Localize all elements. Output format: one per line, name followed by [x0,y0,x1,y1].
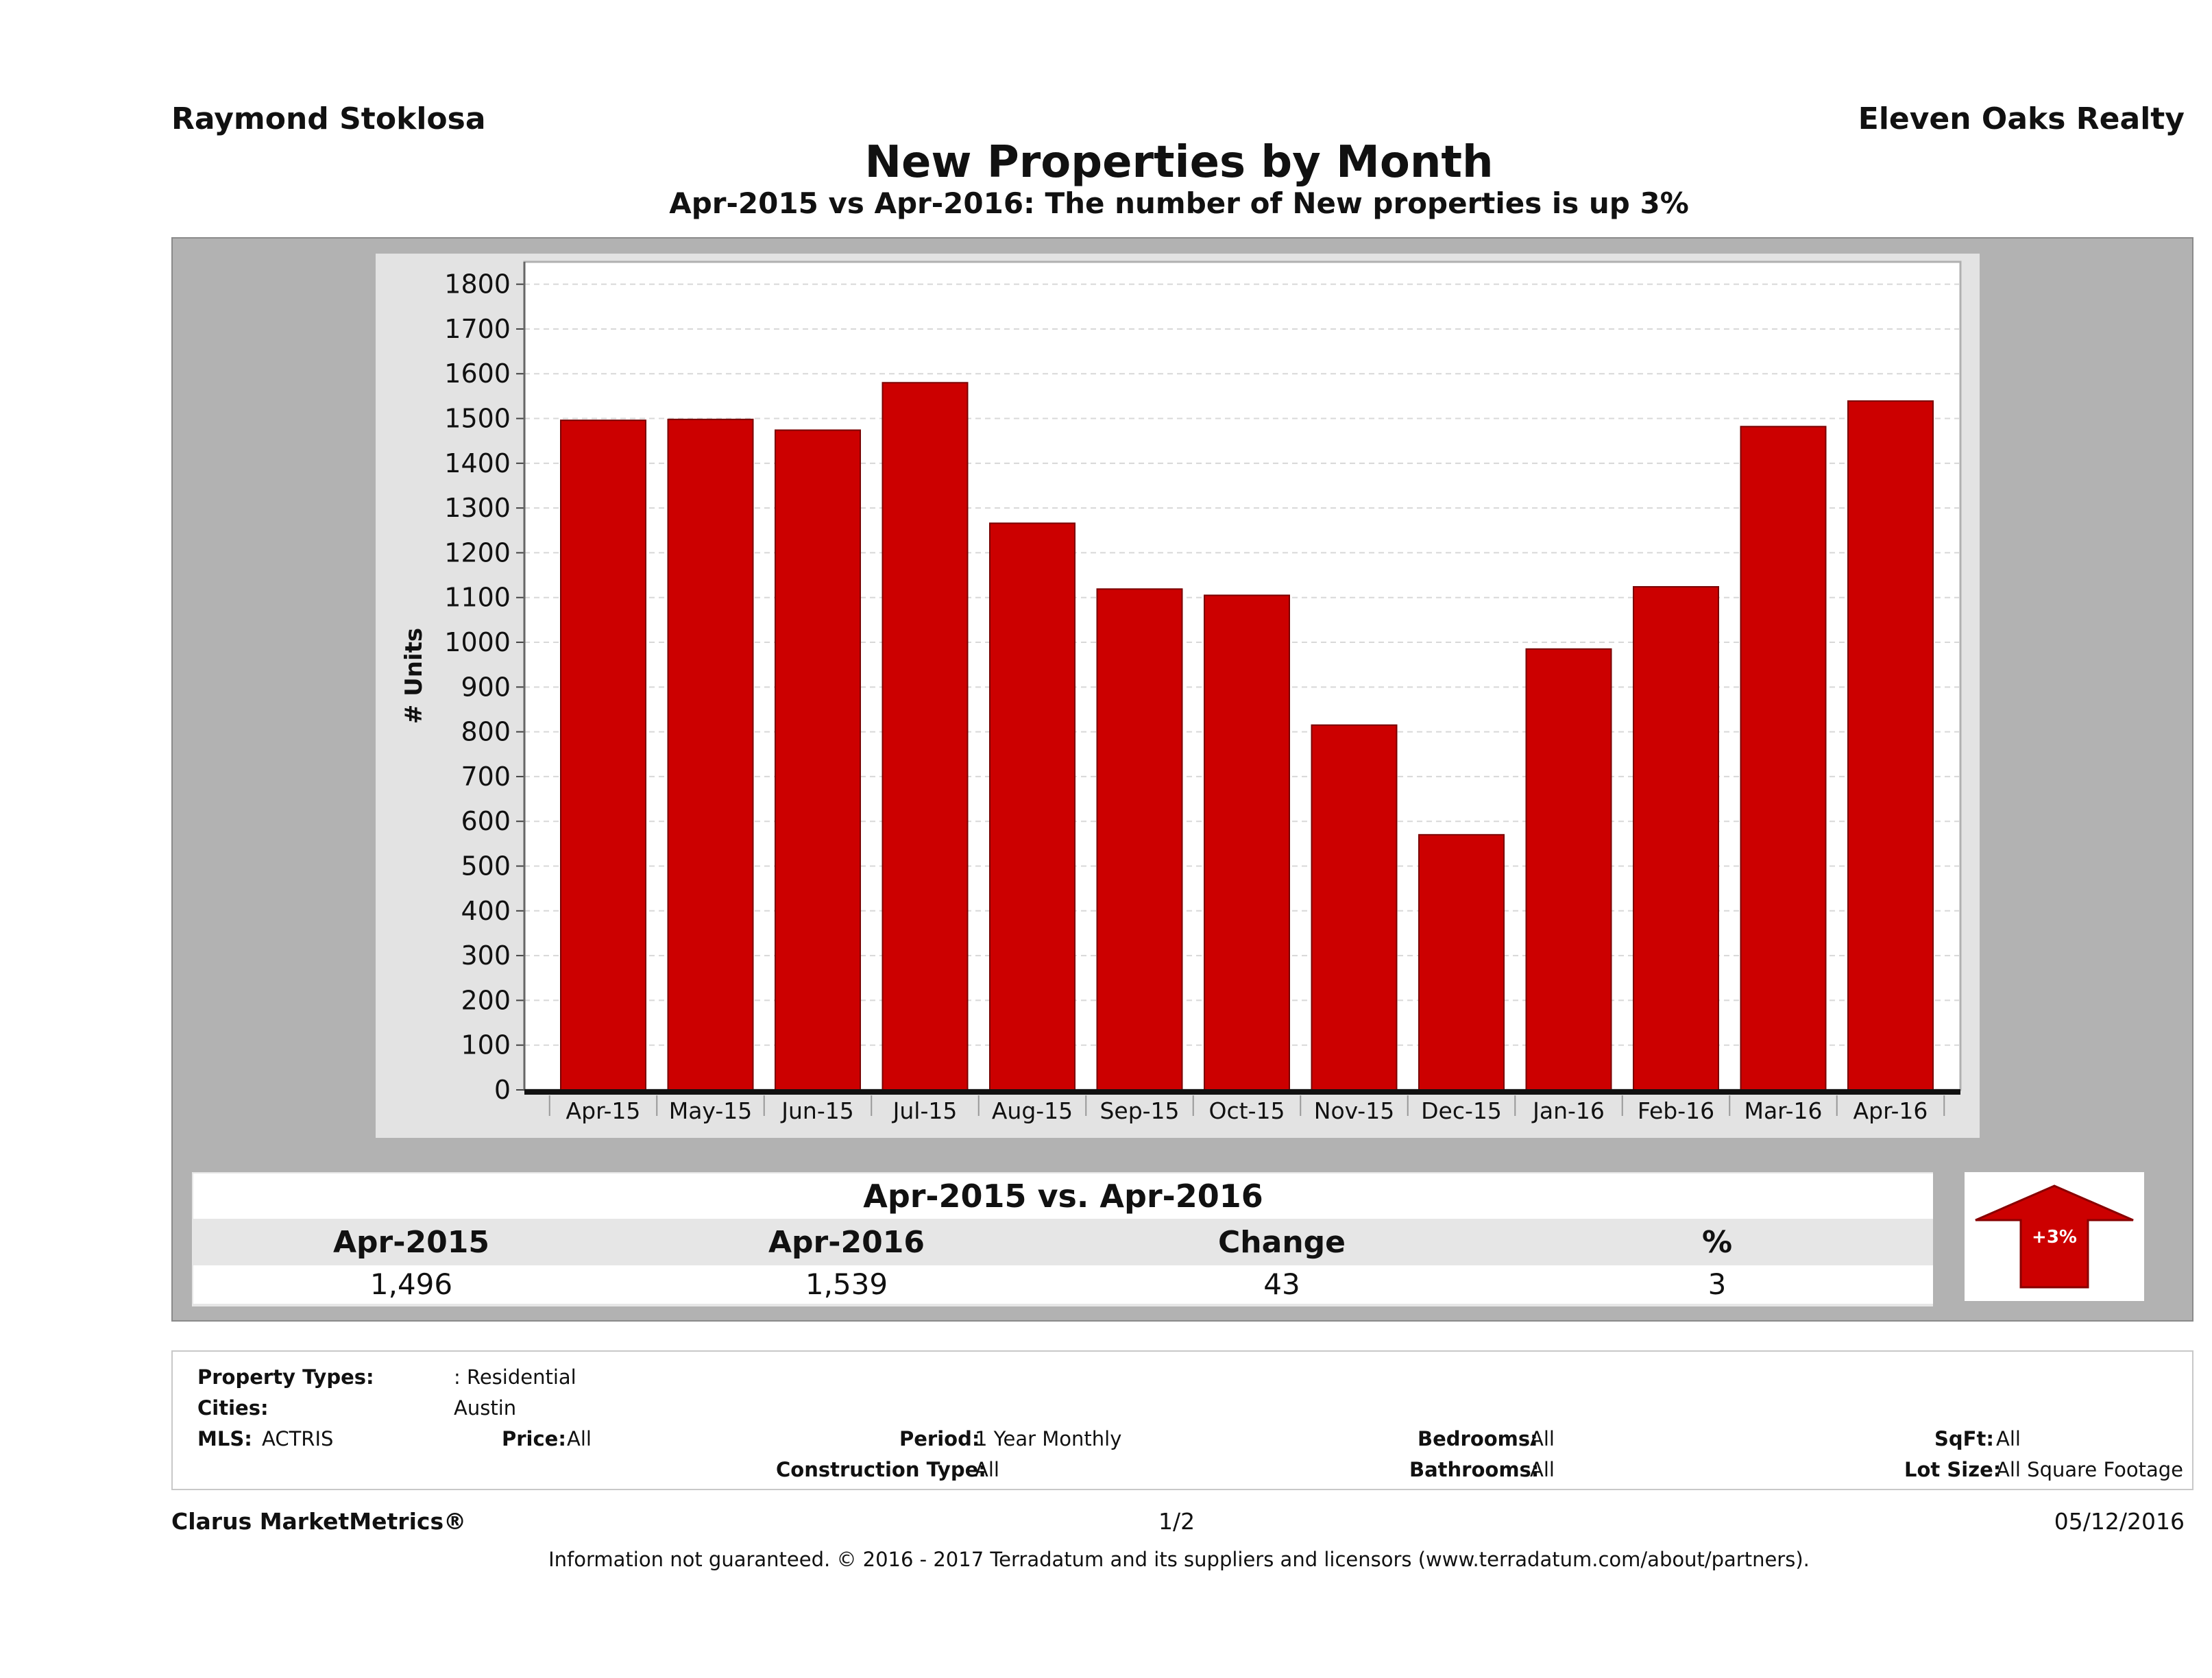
lot-size-value: All Square Footage [1996,1458,2184,1481]
bar [1418,834,1505,1091]
y-tick-label: 1600 [444,358,511,389]
bar [1633,586,1719,1091]
company-name: Eleven Oaks Realty [1858,101,2185,136]
x-tick-label: Jul-15 [892,1097,958,1124]
summary-values-row [193,1265,1933,1304]
property-types-value: : Residential [454,1365,576,1389]
bar [667,418,754,1091]
bar [1096,588,1183,1091]
chart-title: New Properties by Month [864,137,1494,188]
summary-header-2015: Apr-2015 [333,1225,489,1260]
summary-header-change: Change [1218,1225,1346,1260]
y-tick-label: 400 [461,896,511,926]
y-tick-label: 1400 [444,448,511,478]
y-axis-label: # Units [400,628,428,724]
construction-type-value: All [975,1458,999,1481]
report-date: 05/12/2016 [2054,1508,2185,1535]
period-value: 1 Year Monthly [975,1427,1122,1450]
y-tick-label: 100 [461,1030,511,1060]
y-tick-label: 900 [461,672,511,702]
y-tick-label: 500 [461,851,511,881]
change-badge-box: +3% [1965,1172,2144,1301]
y-tick-label: 700 [461,762,511,792]
x-tick-label: May-15 [669,1097,753,1124]
y-tick-label: 1700 [444,314,511,344]
x-tick-label: Jun-15 [780,1097,853,1124]
summary-value-change: 43 [1263,1267,1300,1301]
bathrooms-value: All [1530,1458,1555,1481]
cities-value: Austin [454,1396,517,1420]
y-tick-label: 0 [494,1075,511,1105]
x-tick-label: Jan-16 [1531,1097,1605,1124]
page-number: 1/2 [1158,1508,1195,1535]
bar-chart: 0 100 200 300 400 500 600 700 800 900 1000 1100 1200… [400,260,1962,1124]
bar [882,382,969,1091]
cities-label: Cities: [197,1396,269,1420]
bar [775,429,861,1091]
summary-header-percent: % [1701,1225,1733,1260]
y-tick-label: 1300 [444,493,511,523]
bar [1847,400,1934,1091]
y-tick-label: 300 [461,940,511,971]
period-label: Period: [899,1427,980,1450]
summary-value-percent: 3 [1707,1267,1727,1301]
property-types-label: Property Types: [197,1365,374,1389]
change-badge-label: +3% [2032,1227,2077,1248]
footer-brand: Clarus MarketMetrics® [171,1508,467,1535]
bedrooms-value: All [1530,1427,1555,1450]
bathrooms-label: Bathrooms: [1409,1458,1540,1481]
x-tick-label: Feb-16 [1638,1097,1714,1124]
summary-title-row [193,1174,1933,1219]
x-tick-label: Nov-15 [1314,1097,1394,1124]
sqft-value: All [1996,1427,2021,1450]
y-tick-label: 800 [461,717,511,747]
summary-header-2016: Apr-2016 [768,1225,925,1260]
x-tick-label: Apr-16 [1854,1097,1928,1124]
lot-size-label: Lot Size: [1904,1458,2002,1481]
price-value: All [567,1427,592,1450]
bar [1740,426,1827,1091]
y-tick-label: 200 [461,985,511,1015]
chart-subtitle: Apr-2015 vs Apr-2016: The number of New … [669,186,1689,220]
bar [560,420,646,1091]
x-tick-label: Mar-16 [1744,1097,1822,1124]
bedrooms-label: Bedrooms: [1418,1427,1538,1450]
mls-label: MLS: [197,1427,252,1450]
summary-value-2015: 1,496 [369,1267,453,1301]
sqft-label: SqFt: [1934,1427,1994,1450]
up-arrow-icon: +3% [1975,1184,2134,1289]
y-tick-label: 600 [461,806,511,836]
agent-name: Raymond Stoklosa [171,101,486,136]
y-tick-label: 1200 [444,537,511,568]
x-tick-label: Apr-15 [566,1097,641,1124]
summary-title: Apr-2015 vs. Apr-2016 [863,1178,1263,1215]
y-tick-label: 1100 [444,583,511,613]
price-label: Price: [502,1427,566,1450]
y-tick-label: 1000 [444,627,511,657]
bar [989,522,1075,1091]
x-tick-label: Oct-15 [1209,1097,1285,1124]
y-tick-label: 1500 [444,404,511,434]
bar [1311,724,1398,1091]
summary-value-2016: 1,539 [805,1267,888,1301]
mls-value: ACTRIS [262,1427,334,1450]
bar [1525,648,1612,1091]
x-tick-label: Dec-15 [1421,1097,1502,1124]
filters-panel: Property Types: : Residential Cities: Au… [171,1350,2193,1490]
bar [1204,594,1290,1091]
y-tick-label: 1800 [444,269,511,300]
disclaimer: Information not guaranteed. © 2016 - 201… [548,1548,1810,1571]
construction-type-label: Construction Type: [776,1458,986,1481]
x-tick-label: Sep-15 [1099,1097,1179,1124]
x-tick-label: Aug-15 [992,1097,1073,1124]
